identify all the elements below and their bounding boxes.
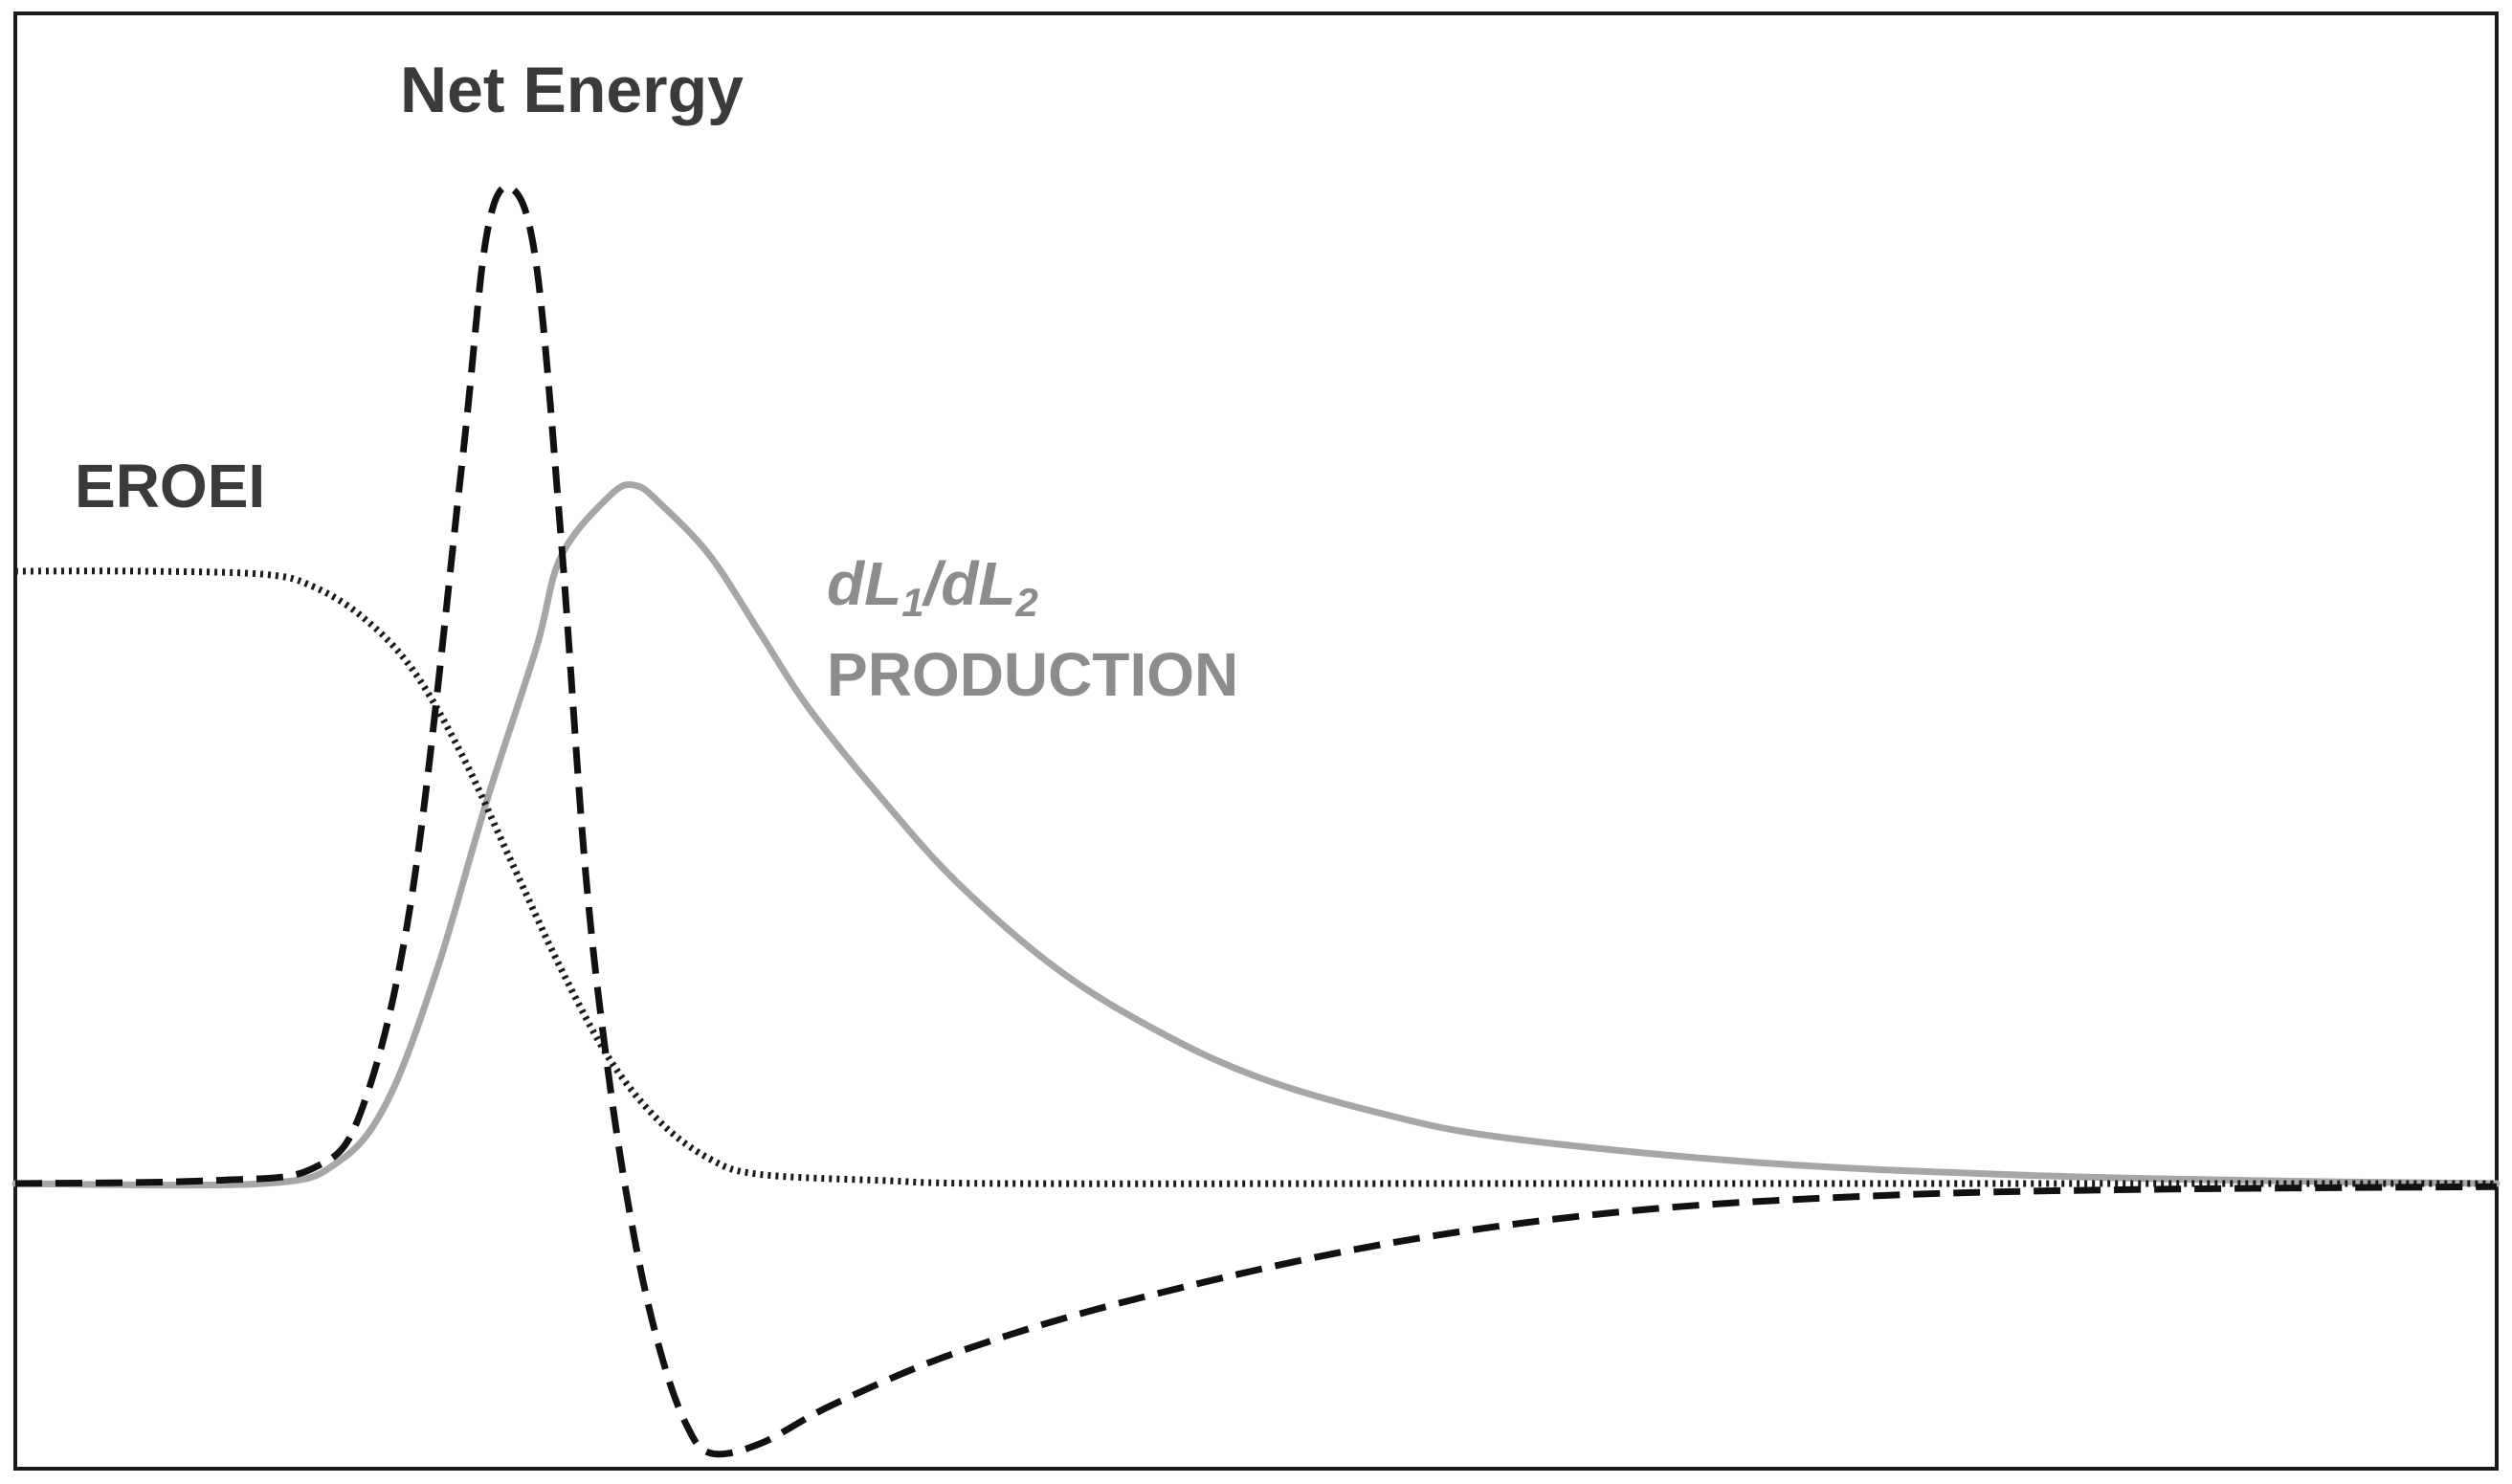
- series-line-dl1-dl2-production: [11, 480, 2501, 1189]
- series-layer: [11, 183, 2501, 1458]
- net-energy-label: Net Energy: [400, 54, 744, 126]
- dl-ratio-label: dL1/dL2: [827, 549, 1038, 625]
- eroei-label: EROEI: [75, 452, 265, 521]
- production-label: PRODUCTION: [827, 640, 1238, 709]
- series-line-eroei: [14, 567, 2497, 1187]
- dl-ratio-prefix: dL: [827, 549, 901, 618]
- dl-ratio-sub-1: 1: [901, 580, 923, 625]
- dl-ratio-sub-2: 2: [1015, 580, 1038, 625]
- series-line-net-energy: [14, 183, 2498, 1458]
- dl-ratio-slash: /dL: [922, 549, 1016, 618]
- plot-frame: [13, 11, 2499, 1471]
